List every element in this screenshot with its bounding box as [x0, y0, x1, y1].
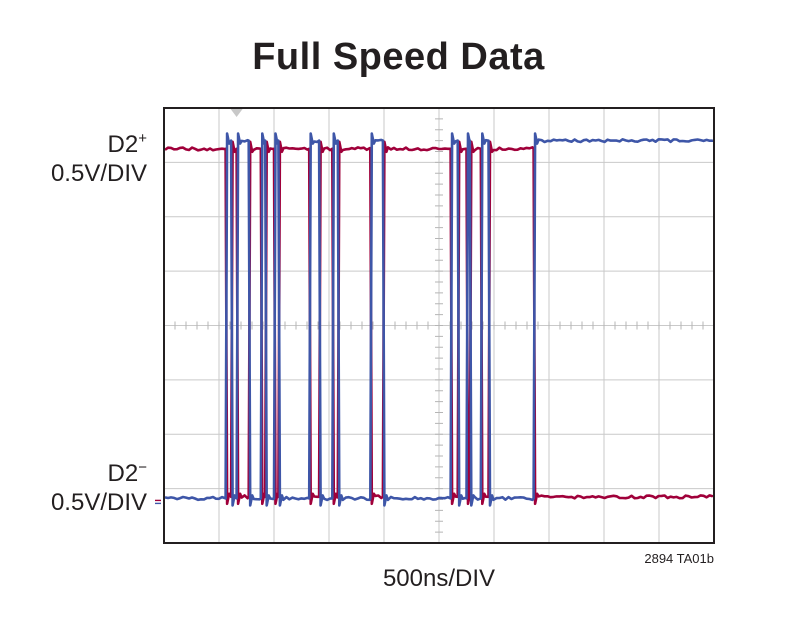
- channel-scale-d2-minus: 0.5V/DIV: [50, 489, 147, 516]
- trace-d2-minus: [164, 132, 714, 507]
- plot-traces: [164, 132, 715, 507]
- figure-id: 2894 TA01b: [644, 551, 714, 566]
- channel-name-d2-plus: D2+: [107, 130, 147, 158]
- plot-frame: [163, 107, 715, 544]
- chart-title: Full Speed Data: [252, 36, 545, 78]
- ground-marker: [155, 499, 161, 505]
- trigger-marker: [230, 109, 243, 117]
- channel-label-d2-minus: D2− 0.5V/DIV: [51, 453, 147, 517]
- channel-label-d2-plus: D2+ 0.5V/DIV: [51, 124, 147, 188]
- trace-d2-plus: [164, 140, 715, 506]
- channel-scale-d2-plus: 0.5V/DIV: [50, 160, 147, 187]
- plot-grid: [163, 107, 715, 544]
- channel-name-d2-minus: D2−: [107, 459, 147, 487]
- x-axis-label: 500ns/DIV: [382, 565, 496, 592]
